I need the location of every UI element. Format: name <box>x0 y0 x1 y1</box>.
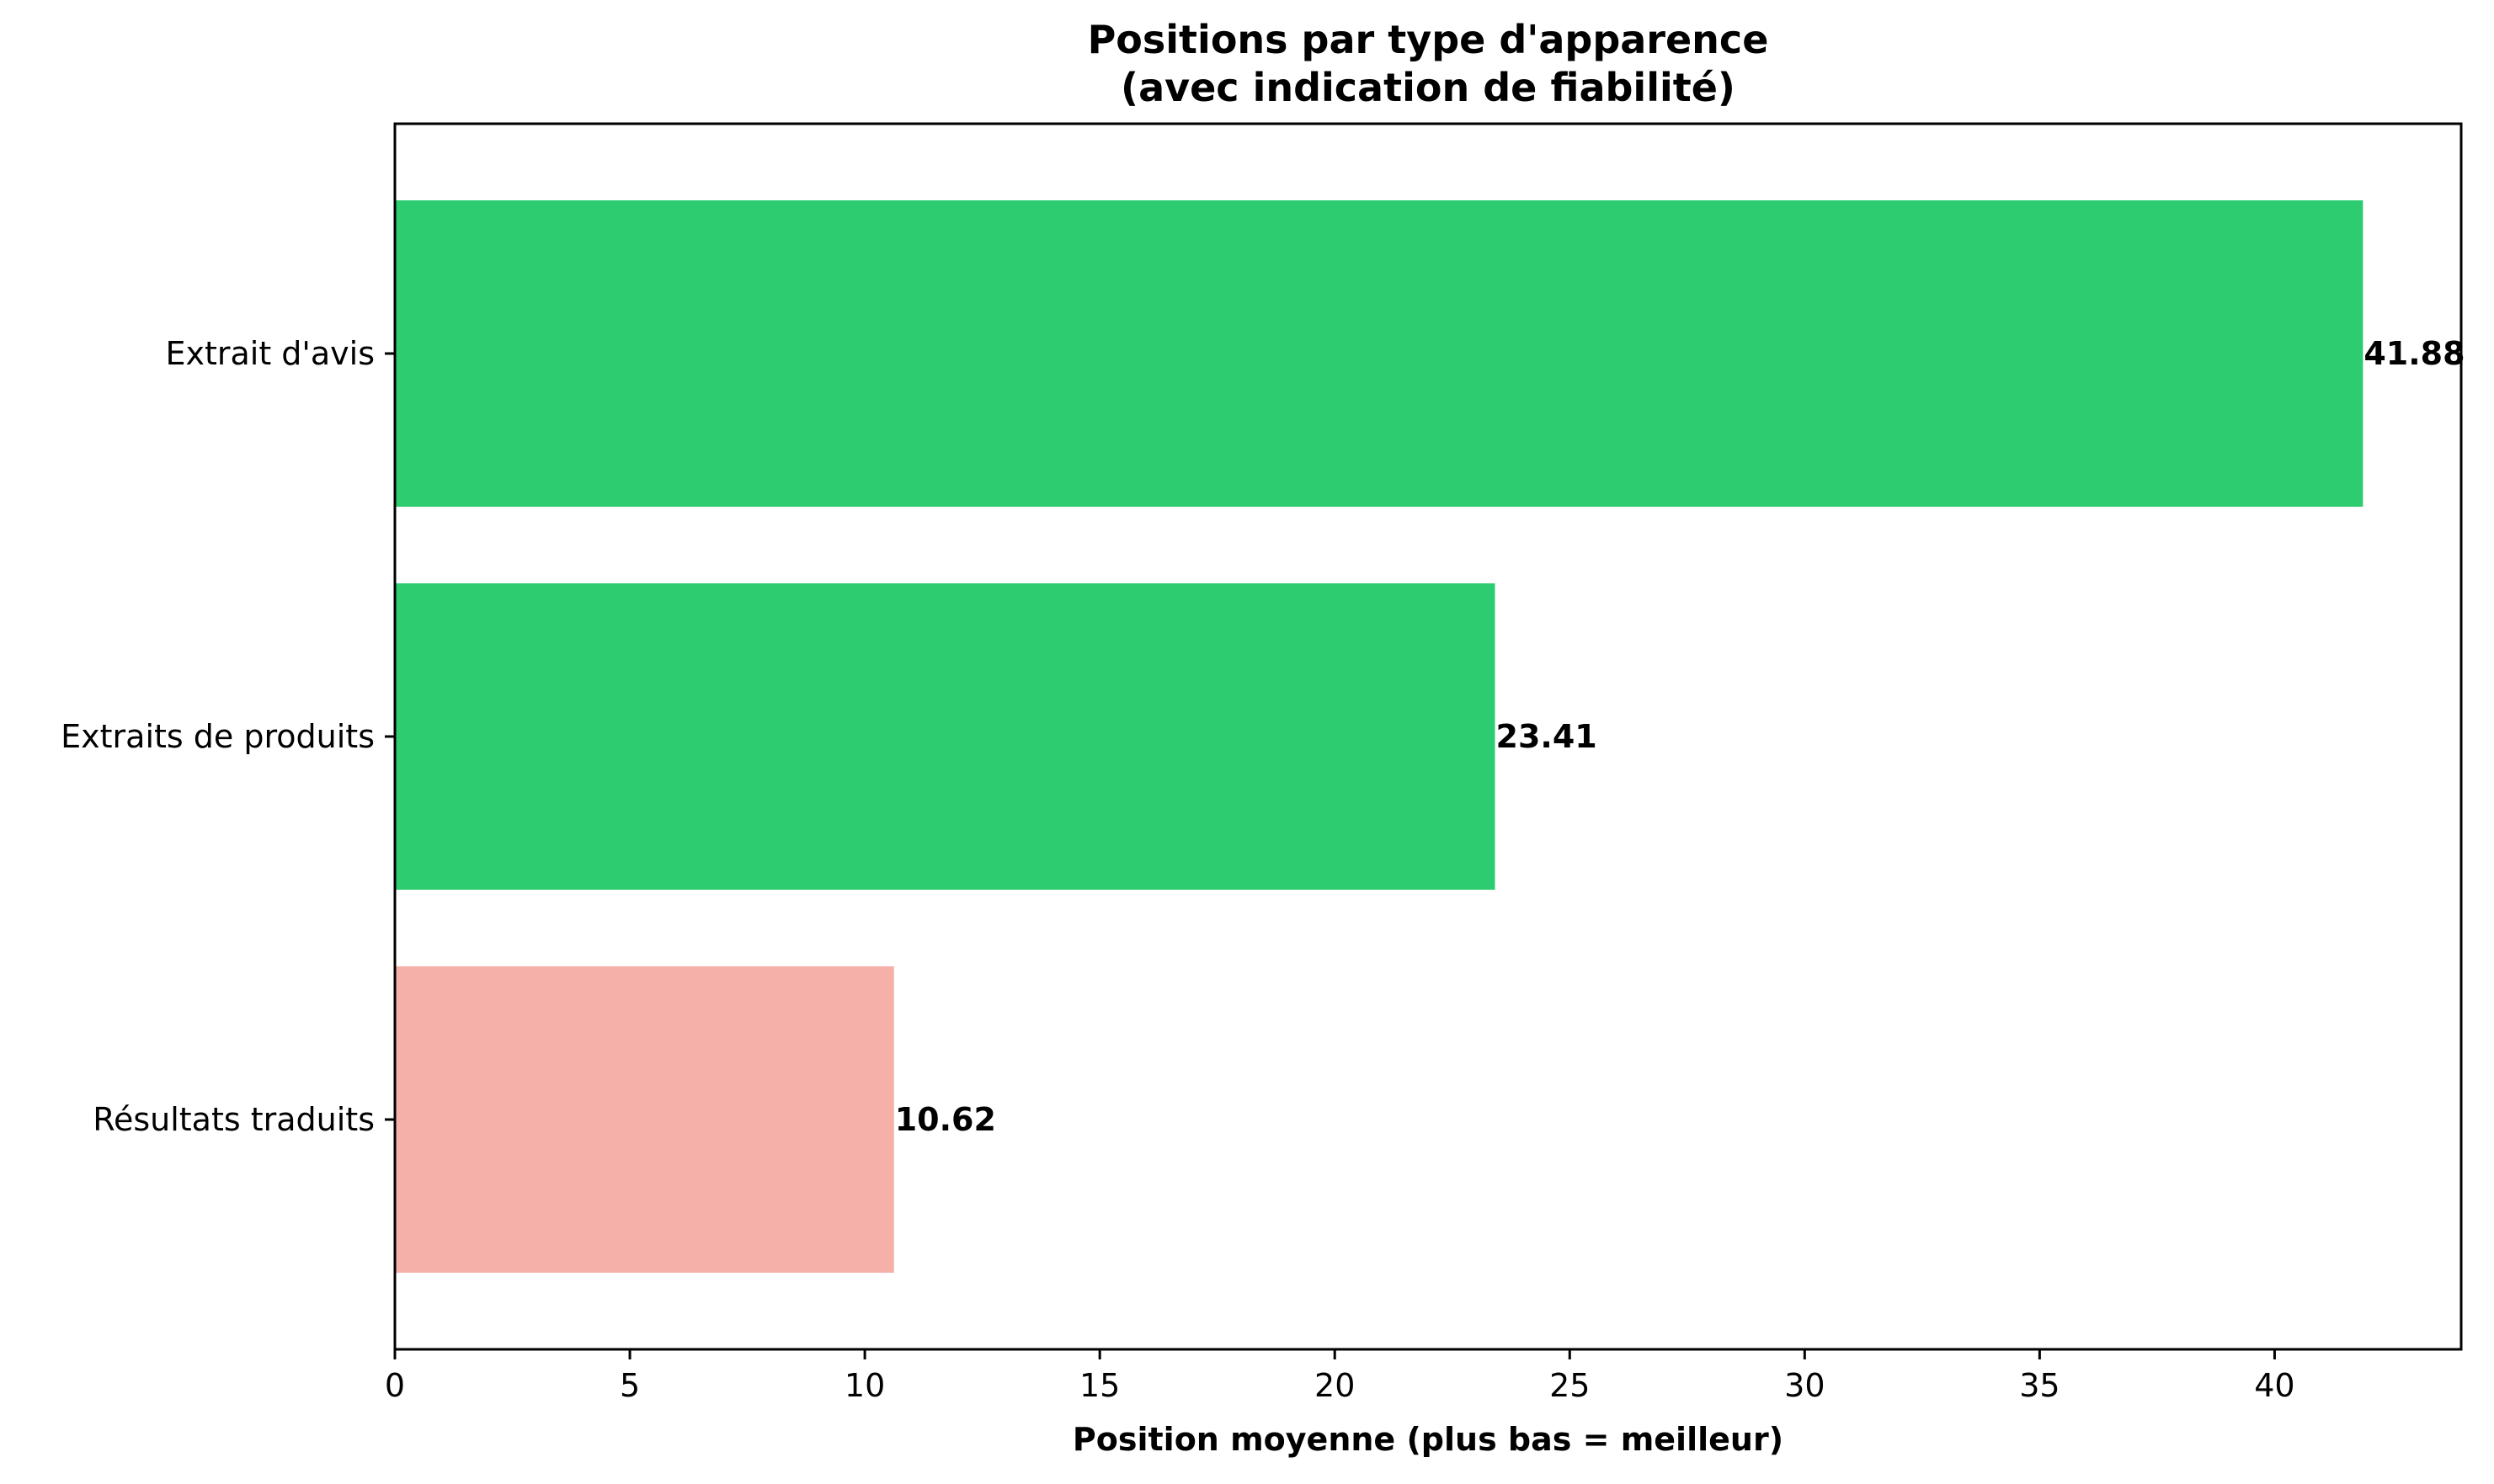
bars-layer <box>395 200 2363 1273</box>
y-axis-ticks: Extrait d'avis Extraits de produits Résult… <box>61 335 395 1138</box>
x-axis-label: Position moyenne (plus bas = meilleur) <box>1073 1421 1783 1458</box>
bar <box>395 583 1495 890</box>
bar-value-label: 23.41 <box>1496 718 1597 755</box>
chart-title: Positions par type d'apparence <box>1088 17 1769 62</box>
value-labels-layer: 41.88 23.41 10.62 <box>895 335 2465 1138</box>
bar-value-label: 41.88 <box>2363 335 2465 372</box>
y-tick-label: Extrait d'avis <box>165 335 375 372</box>
x-tick-label: 15 <box>1079 1367 1120 1404</box>
x-tick-label: 30 <box>1784 1367 1825 1404</box>
x-tick-label: 10 <box>845 1367 885 1404</box>
x-tick-label: 25 <box>1549 1367 1590 1404</box>
x-tick-label: 35 <box>2019 1367 2060 1404</box>
plot-frame <box>393 122 2463 1351</box>
bar <box>395 200 2363 507</box>
y-tick-label: Résultats traduits <box>93 1101 375 1138</box>
x-tick-label: 40 <box>2254 1367 2294 1404</box>
x-axis-ticks: 0 5 10 15 20 25 30 35 40 <box>385 1349 2295 1404</box>
chart-subtitle: (avec indication de fiabilité) <box>1121 65 1735 110</box>
x-tick-label: 0 <box>385 1367 405 1404</box>
x-tick-label: 5 <box>620 1367 640 1404</box>
y-tick-label: Extraits de produits <box>61 718 375 755</box>
bar-value-label: 10.62 <box>895 1101 996 1138</box>
bar <box>395 966 894 1273</box>
x-tick-label: 20 <box>1314 1367 1355 1404</box>
